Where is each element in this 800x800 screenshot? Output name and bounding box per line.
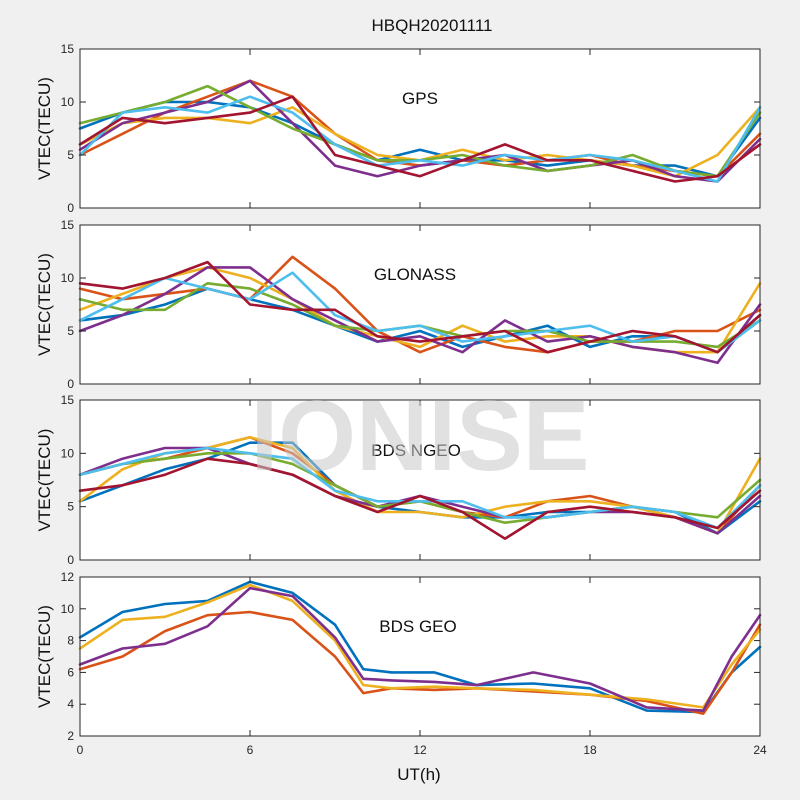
series-line-4 bbox=[78, 266, 762, 365]
y-tick-label: 5 bbox=[67, 500, 74, 514]
y-tick-label: 0 bbox=[67, 553, 74, 567]
panel-label: BDS NGEO bbox=[371, 441, 461, 460]
figure-title: HBQH20201111 bbox=[372, 16, 493, 35]
series-line-7 bbox=[78, 457, 762, 541]
y-tick-label: 4 bbox=[67, 697, 74, 711]
y-axis-label: VTEC(TECU) bbox=[35, 605, 54, 708]
y-tick-label: 15 bbox=[61, 393, 75, 407]
x-tick-label: 6 bbox=[247, 743, 254, 757]
plot-area bbox=[80, 49, 760, 208]
series-line-6 bbox=[78, 446, 762, 530]
y-axis-label: VTEC(TECU) bbox=[35, 429, 54, 532]
series-line-3 bbox=[78, 583, 762, 709]
x-tick-label: 18 bbox=[583, 743, 597, 757]
y-tick-label: 15 bbox=[61, 42, 75, 56]
series-line-1 bbox=[78, 580, 762, 714]
series-line-2 bbox=[78, 255, 762, 354]
series-line-6 bbox=[78, 95, 762, 183]
panel-3: 0 5 10 15 VTEC(TECU) BDS NGEO bbox=[35, 393, 762, 567]
y-axis-label: VTEC(TECU) bbox=[35, 253, 54, 356]
series-line-4 bbox=[78, 586, 762, 712]
y-tick-label: 10 bbox=[61, 271, 75, 285]
y-tick-label: 10 bbox=[61, 446, 75, 460]
panel-label: BDS GEO bbox=[379, 617, 456, 636]
y-tick-label: 2 bbox=[67, 729, 74, 743]
x-axis-label: UT(h) bbox=[397, 765, 440, 784]
y-tick-label: 12 bbox=[61, 570, 75, 584]
plot-area bbox=[80, 400, 760, 560]
panel-2: 0 5 10 15 VTEC(TECU) GLONASS bbox=[35, 218, 762, 391]
x-tick-label: 24 bbox=[753, 743, 767, 757]
watermark: IONISE bbox=[251, 380, 590, 492]
series-line-4 bbox=[78, 79, 762, 183]
y-tick-label: 10 bbox=[61, 602, 75, 616]
series-line-1 bbox=[78, 287, 762, 354]
y-tick-label: 5 bbox=[67, 148, 74, 162]
y-tick-label: 6 bbox=[67, 665, 74, 679]
series-line-6 bbox=[78, 271, 762, 354]
y-tick-label: 15 bbox=[61, 218, 75, 232]
y-tick-label: 0 bbox=[67, 377, 74, 391]
series-line-7 bbox=[78, 260, 762, 354]
plot-area bbox=[80, 225, 760, 384]
x-tick-label: 12 bbox=[413, 743, 427, 757]
x-tick-label: 0 bbox=[77, 743, 84, 757]
y-tick-label: 8 bbox=[67, 634, 74, 648]
y-tick-label: 0 bbox=[67, 201, 74, 215]
series-line-7 bbox=[78, 95, 762, 183]
panel-label: GLONASS bbox=[374, 265, 456, 284]
y-axis-label: VTEC(TECU) bbox=[35, 77, 54, 180]
y-tick-label: 10 bbox=[61, 95, 75, 109]
y-tick-label: 5 bbox=[67, 324, 74, 338]
chart-panels: 0 5 10 15 VTEC(TECU) GPS 0 5 10 15 VTEC(TECU) GLONA… bbox=[35, 42, 767, 757]
panel-1: 0 5 10 15 VTEC(TECU) GPS bbox=[35, 42, 762, 215]
panel-label: GPS bbox=[402, 89, 438, 108]
